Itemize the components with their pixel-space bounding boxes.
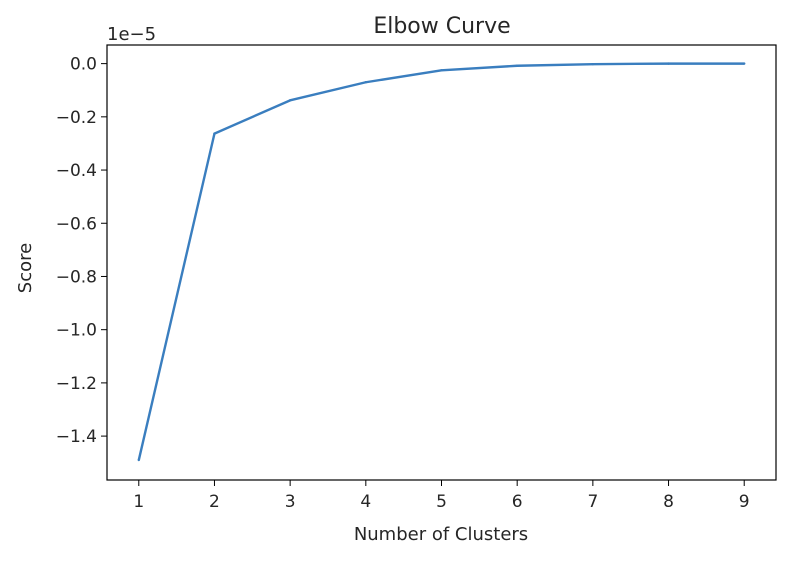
x-tick-label: 9 [739, 492, 750, 512]
y-tick-label: −1.4 [56, 427, 97, 447]
y-tick-label: 0.0 [70, 55, 97, 75]
series-layer [137, 62, 746, 462]
y-tick-label: −1.0 [56, 321, 97, 341]
data-point [667, 62, 670, 65]
y-offset-label: 1e−5 [107, 24, 156, 45]
plot-frame [106, 44, 777, 481]
y-axis-label: Score [15, 243, 36, 293]
series-line [137, 62, 745, 461]
y-tick-label: −0.6 [56, 214, 97, 234]
data-point [440, 69, 443, 72]
data-point [364, 81, 368, 84]
x-tick-label: 7 [587, 492, 598, 512]
x-tick-label: 2 [209, 492, 220, 512]
x-tick-label: 1 [133, 492, 144, 512]
y-tick-label: −0.8 [56, 267, 97, 287]
data-point [515, 64, 519, 67]
y-tick-label: −1.2 [56, 374, 97, 394]
data-point [591, 62, 595, 66]
x-axis-label: Number of Clusters [354, 524, 528, 545]
x-tick-label: 3 [285, 492, 296, 512]
x-tick-label: 4 [360, 492, 371, 512]
x-tick-label: 8 [663, 492, 674, 512]
data-point [213, 132, 216, 135]
data-point [137, 458, 140, 462]
ticks-layer: 1 2 3 4 5 6 7 8 9 0.0 −0.2 −0.4 −0.6 −0.8 −1.0 −1.2 −1.4 [56, 55, 750, 512]
x-tick-label: 5 [436, 492, 447, 512]
data-point [743, 62, 746, 65]
chart-title: Elbow Curve [373, 14, 510, 39]
x-tick-label: 6 [512, 492, 523, 512]
data-point [288, 99, 292, 102]
y-tick-label: −0.2 [56, 108, 97, 128]
y-tick-label: −0.4 [56, 161, 97, 181]
